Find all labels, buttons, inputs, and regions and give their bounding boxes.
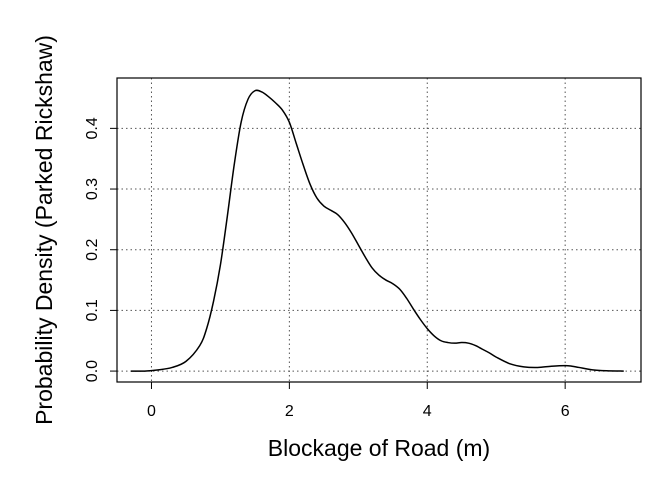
grid-lines [117,78,641,382]
y-tick-label-0: 0.0 [84,360,101,382]
x-tick-label-0: 0 [147,403,156,420]
y-tick-label-1: 0.1 [84,299,101,321]
x-tick-label-3: 6 [561,403,570,420]
x-tick-label-1: 2 [285,403,294,420]
x-axis: 0 2 4 6 [147,382,570,420]
x-axis-title: Blockage of Road (m) [268,435,490,461]
y-tick-label-2: 0.2 [84,239,101,261]
plot-frame [116,77,642,383]
y-axis: 0.0 0.1 0.2 0.3 0.4 [84,117,117,382]
y-tick-label-3: 0.3 [84,178,101,200]
x-tick-label-2: 4 [423,403,432,420]
y-tick-label-4: 0.4 [84,117,101,139]
density-curve [130,89,624,372]
y-axis-title: Probability Density (Parked Rickshaw) [31,35,57,425]
